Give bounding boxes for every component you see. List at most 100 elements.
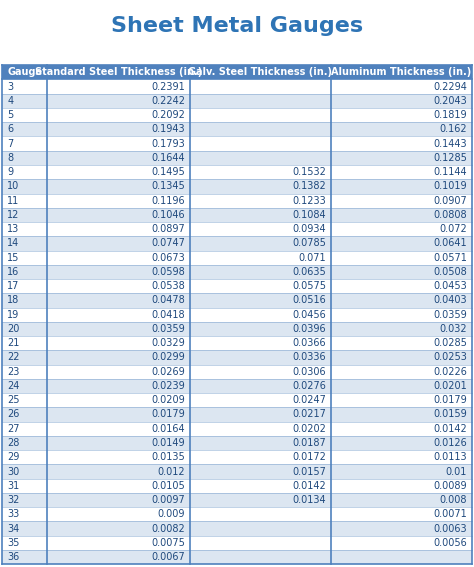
- Text: 0.0097: 0.0097: [152, 495, 185, 505]
- Bar: [2, 507, 472, 522]
- Text: 18: 18: [7, 295, 19, 306]
- Text: 0.0172: 0.0172: [292, 452, 326, 462]
- Text: 0.0201: 0.0201: [433, 381, 467, 391]
- Bar: [2, 94, 472, 108]
- Text: 0.1144: 0.1144: [433, 167, 467, 177]
- Bar: [2, 365, 472, 379]
- Text: 30: 30: [7, 467, 19, 476]
- Text: 0.0396: 0.0396: [292, 324, 326, 334]
- Text: 0.0366: 0.0366: [292, 338, 326, 348]
- Text: 34: 34: [7, 523, 19, 534]
- Text: 0.1943: 0.1943: [152, 124, 185, 134]
- Text: 0.0187: 0.0187: [292, 438, 326, 448]
- Bar: [2, 350, 472, 365]
- Text: 0.1644: 0.1644: [152, 153, 185, 163]
- Text: 11: 11: [7, 196, 19, 206]
- Text: 15: 15: [7, 253, 19, 263]
- Text: Aluminum Thickness (in.): Aluminum Thickness (in.): [331, 67, 471, 77]
- Bar: [2, 208, 472, 222]
- Text: 0.0082: 0.0082: [152, 523, 185, 534]
- Bar: [2, 251, 472, 265]
- Text: 35: 35: [7, 538, 19, 548]
- Bar: [2, 336, 472, 350]
- Text: 4: 4: [7, 96, 13, 106]
- Text: 26: 26: [7, 409, 19, 420]
- Text: 8: 8: [7, 153, 13, 163]
- Bar: [2, 137, 472, 151]
- Text: 0.0418: 0.0418: [152, 310, 185, 320]
- Text: 32: 32: [7, 495, 19, 505]
- Text: 0.0113: 0.0113: [433, 452, 467, 462]
- Text: 0.0516: 0.0516: [292, 295, 326, 306]
- Text: 0.0934: 0.0934: [292, 224, 326, 234]
- Text: 0.0808: 0.0808: [433, 210, 467, 220]
- Text: 0.0157: 0.0157: [292, 467, 326, 476]
- Text: Sheet Metal Gauges: Sheet Metal Gauges: [111, 15, 363, 36]
- Bar: [2, 536, 472, 550]
- Bar: [2, 393, 472, 407]
- Text: 0.0785: 0.0785: [292, 238, 326, 248]
- Bar: [2, 79, 472, 94]
- Text: 0.0135: 0.0135: [152, 452, 185, 462]
- Bar: [2, 407, 472, 422]
- Bar: [2, 422, 472, 436]
- Text: 0.0747: 0.0747: [152, 238, 185, 248]
- Text: 0.009: 0.009: [158, 509, 185, 519]
- Text: 0.1532: 0.1532: [292, 167, 326, 177]
- Bar: [2, 265, 472, 279]
- Text: 0.1196: 0.1196: [152, 196, 185, 206]
- Text: 0.0217: 0.0217: [292, 409, 326, 420]
- Text: 0.0253: 0.0253: [433, 353, 467, 362]
- Bar: [2, 279, 472, 293]
- Text: 0.2294: 0.2294: [433, 82, 467, 92]
- Text: 0.0299: 0.0299: [152, 353, 185, 362]
- Text: 0.008: 0.008: [439, 495, 467, 505]
- Bar: [2, 193, 472, 208]
- Text: 7: 7: [7, 138, 13, 149]
- Text: 0.0456: 0.0456: [292, 310, 326, 320]
- Text: 0.0571: 0.0571: [433, 253, 467, 263]
- Bar: [2, 236, 472, 251]
- Text: 5: 5: [7, 110, 13, 120]
- Text: 0.0635: 0.0635: [292, 267, 326, 277]
- Text: 17: 17: [7, 281, 19, 291]
- Text: 0.0202: 0.0202: [292, 424, 326, 434]
- Text: 0.0598: 0.0598: [152, 267, 185, 277]
- Text: 0.0538: 0.0538: [152, 281, 185, 291]
- Text: 16: 16: [7, 267, 19, 277]
- Bar: [2, 450, 472, 464]
- Text: 0.1345: 0.1345: [152, 181, 185, 192]
- Text: 0.0075: 0.0075: [152, 538, 185, 548]
- Bar: [2, 522, 472, 536]
- Text: 0.162: 0.162: [439, 124, 467, 134]
- Text: 10: 10: [7, 181, 19, 192]
- Text: 0.0897: 0.0897: [152, 224, 185, 234]
- Text: 0.071: 0.071: [299, 253, 326, 263]
- Text: 0.0575: 0.0575: [292, 281, 326, 291]
- Text: 0.0508: 0.0508: [433, 267, 467, 277]
- Text: 0.2242: 0.2242: [151, 96, 185, 106]
- Text: 3: 3: [7, 82, 13, 92]
- Text: 0.0306: 0.0306: [292, 367, 326, 376]
- Text: 0.0089: 0.0089: [433, 481, 467, 491]
- Text: 0.2391: 0.2391: [152, 82, 185, 92]
- Text: 0.0063: 0.0063: [433, 523, 467, 534]
- Bar: [2, 550, 472, 564]
- Text: 0.0403: 0.0403: [433, 295, 467, 306]
- Text: 0.1793: 0.1793: [152, 138, 185, 149]
- Text: 0.012: 0.012: [158, 467, 185, 476]
- Text: 0.1819: 0.1819: [433, 110, 467, 120]
- Text: 0.1285: 0.1285: [433, 153, 467, 163]
- Text: 0.0105: 0.0105: [152, 481, 185, 491]
- Bar: [2, 165, 472, 179]
- Bar: [2, 179, 472, 193]
- Text: 0.0126: 0.0126: [433, 438, 467, 448]
- Text: 0.0359: 0.0359: [152, 324, 185, 334]
- Text: 0.0149: 0.0149: [152, 438, 185, 448]
- Text: 0.1233: 0.1233: [292, 196, 326, 206]
- Text: 0.1382: 0.1382: [292, 181, 326, 192]
- Text: 0.0276: 0.0276: [292, 381, 326, 391]
- Text: 14: 14: [7, 238, 19, 248]
- Text: 0.0056: 0.0056: [433, 538, 467, 548]
- Text: 0.0142: 0.0142: [433, 424, 467, 434]
